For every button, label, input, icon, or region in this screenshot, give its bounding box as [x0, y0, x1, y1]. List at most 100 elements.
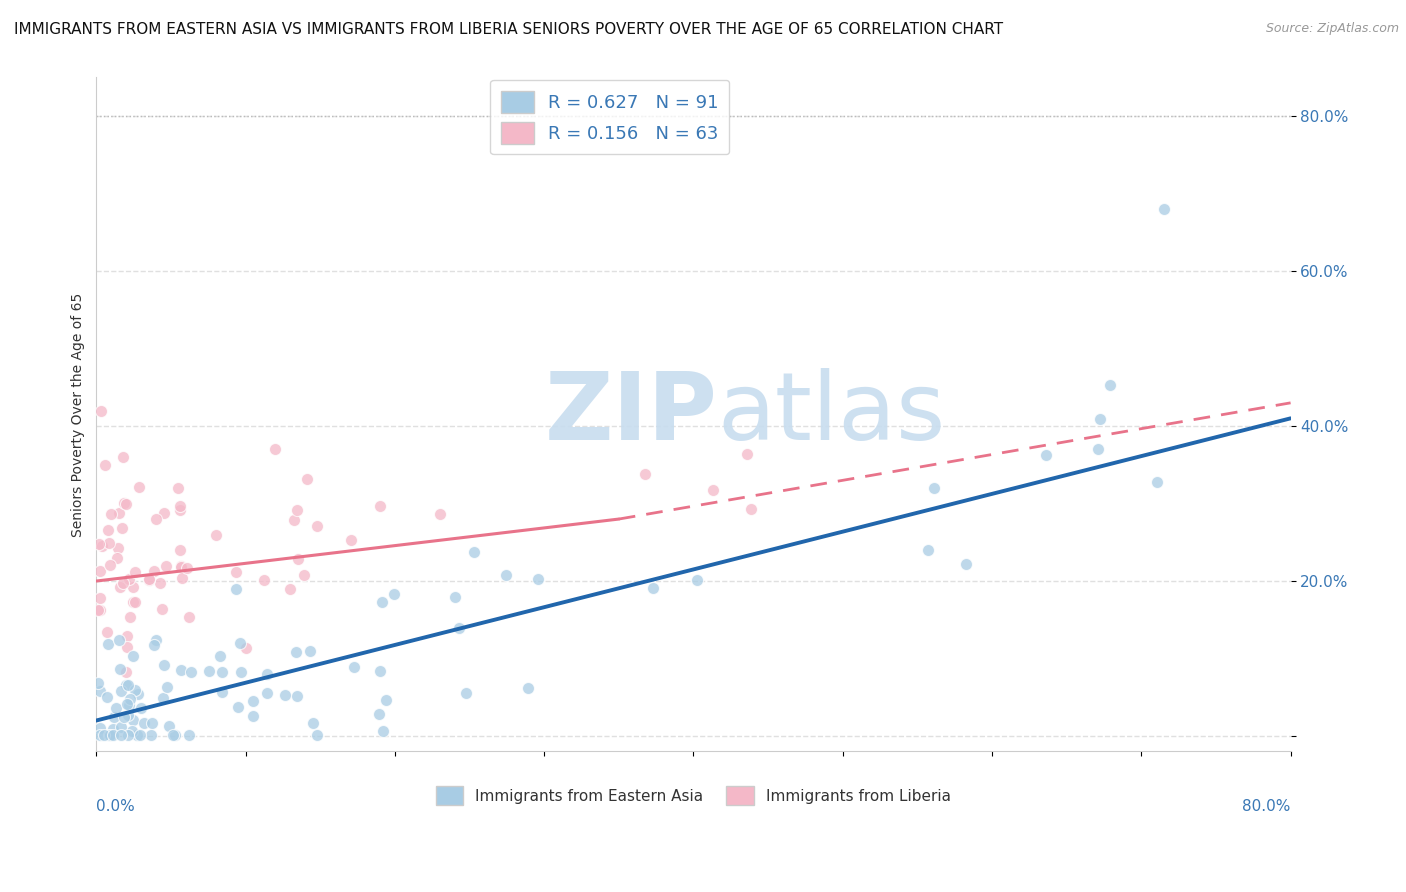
Point — [96, 690, 118, 704]
Point — [86, 603, 108, 617]
Point — [374, 693, 396, 707]
Point — [516, 681, 538, 695]
Point — [285, 689, 308, 703]
Point — [89, 603, 111, 617]
Point — [141, 715, 163, 730]
Point — [169, 560, 191, 574]
Point — [90, 403, 112, 417]
Point — [110, 720, 132, 734]
Point — [107, 541, 129, 555]
Point — [121, 713, 143, 727]
Point — [98, 558, 121, 572]
Point — [122, 595, 145, 609]
Point — [89, 591, 111, 605]
Point — [89, 728, 111, 742]
Point — [155, 558, 177, 573]
Point — [115, 678, 138, 692]
Point — [105, 700, 128, 714]
Point — [447, 621, 470, 635]
Point — [142, 564, 165, 578]
Point — [112, 709, 135, 723]
Point — [204, 527, 226, 541]
Point — [495, 568, 517, 582]
Point — [87, 676, 110, 690]
Point — [125, 728, 148, 742]
Point — [87, 536, 110, 550]
Point — [165, 728, 187, 742]
Point — [1087, 442, 1109, 457]
Point — [242, 694, 264, 708]
Point — [371, 724, 394, 739]
Point — [145, 633, 167, 648]
Point — [129, 701, 152, 715]
Point — [169, 542, 191, 557]
Point — [274, 688, 297, 702]
Point — [112, 496, 135, 510]
Point — [110, 683, 132, 698]
Point — [118, 698, 141, 713]
Point — [686, 574, 709, 588]
Point — [111, 521, 134, 535]
Point — [527, 572, 550, 586]
Point — [103, 727, 125, 741]
Text: 80.0%: 80.0% — [1243, 798, 1291, 814]
Point — [121, 724, 143, 739]
Point — [127, 687, 149, 701]
Point — [124, 565, 146, 579]
Point — [177, 610, 200, 624]
Point — [89, 721, 111, 735]
Point — [180, 665, 202, 680]
Point — [298, 643, 321, 657]
Point — [917, 542, 939, 557]
Point — [340, 533, 363, 547]
Point — [735, 446, 758, 460]
Point — [463, 545, 485, 559]
Point — [176, 561, 198, 575]
Point — [108, 581, 131, 595]
Legend: R = 0.627   N = 91, R = 0.156   N = 63: R = 0.627 N = 91, R = 0.156 N = 63 — [491, 79, 730, 154]
Point — [922, 481, 945, 495]
Point — [115, 629, 138, 643]
Point — [228, 636, 250, 650]
Point — [302, 715, 325, 730]
Point — [209, 648, 232, 663]
Point — [101, 722, 124, 736]
Point — [128, 480, 150, 494]
Point — [94, 458, 117, 472]
Text: 0.0%: 0.0% — [97, 798, 135, 814]
Point — [100, 507, 122, 521]
Point — [103, 709, 125, 723]
Point — [117, 678, 139, 692]
Point — [641, 581, 664, 595]
Point — [143, 638, 166, 652]
Text: IMMIGRANTS FROM EASTERN ASIA VS IMMIGRANTS FROM LIBERIA SENIORS POVERTY OVER THE: IMMIGRANTS FROM EASTERN ASIA VS IMMIGRAN… — [14, 22, 1004, 37]
Point — [292, 568, 315, 582]
Point — [121, 649, 143, 664]
Point — [235, 640, 257, 655]
Point — [634, 467, 657, 481]
Point — [98, 536, 121, 550]
Point — [198, 664, 221, 678]
Y-axis label: Seniors Poverty Over the Age of 65: Seniors Poverty Over the Age of 65 — [72, 293, 86, 537]
Point — [112, 576, 135, 591]
Point — [117, 728, 139, 742]
Point — [1153, 202, 1175, 216]
Point — [225, 582, 247, 596]
Point — [110, 728, 132, 742]
Point — [256, 686, 278, 700]
Point — [120, 610, 142, 624]
Point — [138, 572, 160, 586]
Point — [702, 483, 724, 497]
Point — [89, 565, 111, 579]
Point — [226, 700, 249, 714]
Point — [429, 508, 451, 522]
Point — [152, 506, 174, 520]
Point — [955, 557, 977, 571]
Point — [170, 664, 193, 678]
Point — [145, 512, 167, 526]
Text: Source: ZipAtlas.com: Source: ZipAtlas.com — [1265, 22, 1399, 36]
Point — [169, 502, 191, 516]
Point — [170, 559, 193, 574]
Point — [97, 728, 120, 742]
Point — [115, 697, 138, 711]
